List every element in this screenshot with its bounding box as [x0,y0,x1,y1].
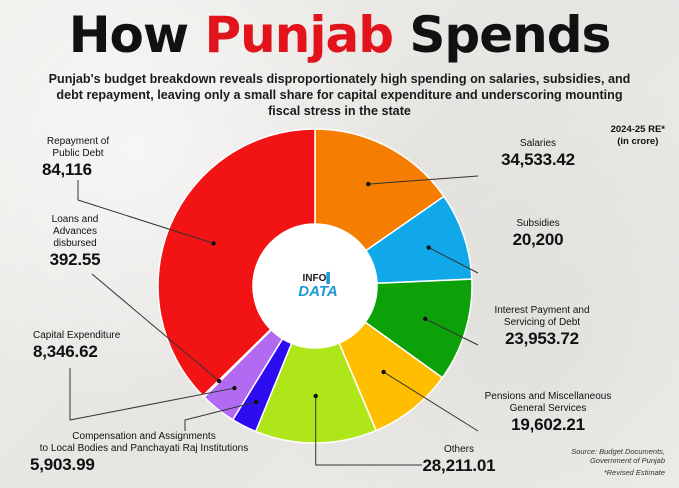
title-part-2: Spends [393,6,611,64]
label-others: Others 28,211.01 [418,444,500,476]
label-salaries-value: 34,533.42 [501,150,575,169]
label-repayment: Repayment of Public Debt 84,116 [28,136,128,180]
label-interest-name-1: Interest Payment and [494,305,590,316]
leader-loans [91,273,220,382]
label-capex-value: 8,346.62 [33,342,98,361]
label-subsidies-name: Subsidies [516,218,560,229]
period-note-line-1: 2024-25 RE* [610,124,665,135]
label-repayment-value: 84,116 [42,160,92,179]
label-others-name: Others [443,444,474,455]
donut-hole [253,224,377,348]
label-loans: Loans and Advances disbursed 392.55 [30,214,120,270]
subtitle: Punjab's budget breakdown reveals dispro… [48,72,631,118]
label-compensation-value: 5,903.99 [30,455,95,474]
leader-repayment [77,180,214,244]
leader-compensation [184,401,257,431]
period-note-line-2: (in crore) [617,136,659,147]
leader-interest-dot [422,316,428,322]
label-repayment-name-2: Public Debt [52,148,104,159]
label-subsidies-value: 20,200 [512,230,564,249]
leader-capex-dot [232,385,237,391]
title-part-1: How [68,6,205,64]
label-pensions-name-2: General Services [509,403,587,414]
period-note: 2024-25 RE* (in crore) [611,124,665,148]
leader-pensions [383,371,479,432]
leader-repayment-dot [211,241,216,246]
leader-subsidies-dot [426,245,431,250]
logo-text-top: INFO [302,273,327,284]
label-compensation-name-2: to Local Bodies and Panchayati Raj Insti… [39,443,249,454]
label-interest-value: 23,953.72 [505,329,579,348]
logo-text-bottom: DATA [298,283,338,300]
label-interest-name-2: Servicing of Debt [503,317,581,328]
label-compensation: Compensation and Assignments to Local Bo… [24,431,264,475]
donut-slices [157,128,473,444]
label-loans-value: 392.55 [49,250,101,269]
leader-loans-dot [216,378,222,384]
label-loans-name-2: Advances [53,226,97,237]
label-pensions: Pensions and Miscellaneous General Servi… [478,391,618,435]
leader-interest [424,318,479,346]
label-loans-name-3: disbursed [53,238,97,249]
revised-note: *Revised Estimate [603,468,665,477]
leader-subsidies [428,247,479,274]
label-loans-name-1: Loans and [51,214,99,225]
title-highlight: Punjab [204,6,395,64]
page-title: How Punjab Spends [0,4,679,66]
label-repayment-name-1: Repayment of [46,136,110,147]
label-others-value: 28,211.01 [422,456,496,475]
leader-lines [69,175,479,466]
leader-others [315,395,422,466]
infodata-logo: INFO▌ DATA [295,273,341,303]
source-note: Source: Budget Documents, Government of … [571,447,665,465]
leader-salaries-dot [366,181,371,187]
label-pensions-name-1: Pensions and Miscellaneous [484,391,612,402]
label-salaries: Salaries 34,533.42 [478,138,598,170]
label-compensation-name-1: Compensation and Assignments [72,431,216,442]
leader-capex [69,368,235,421]
label-pensions-value: 19,602.21 [511,415,585,434]
source-note-line-1: Source: Budget Documents, [571,447,665,456]
label-capex: Capital Expenditure 8,346.62 [33,330,173,362]
label-interest: Interest Payment and Servicing of Debt 2… [478,305,606,349]
label-salaries-name: Salaries [519,138,557,149]
label-capex-name: Capital Expenditure [33,330,121,341]
leader-pensions-dot [381,369,386,375]
source-note-line-2: Government of Punjab [589,456,665,465]
leader-salaries [368,175,479,185]
label-subsidies: Subsidies 20,200 [478,218,598,250]
leader-compensation-dot [254,399,259,405]
leader-others-dot [313,393,318,399]
